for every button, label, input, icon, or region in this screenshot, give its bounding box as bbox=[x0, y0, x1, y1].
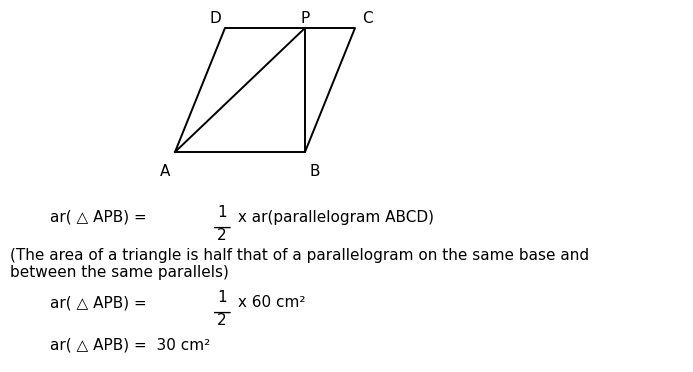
Text: (The area of a triangle is half that of a parallelogram on the same base and: (The area of a triangle is half that of … bbox=[10, 248, 589, 263]
Text: 2: 2 bbox=[217, 313, 227, 328]
Text: between the same parallels): between the same parallels) bbox=[10, 265, 229, 280]
Text: ―: ― bbox=[213, 218, 230, 236]
Text: C: C bbox=[362, 11, 372, 26]
Text: A: A bbox=[160, 164, 170, 179]
Text: D: D bbox=[209, 11, 221, 26]
Text: 1: 1 bbox=[217, 205, 227, 220]
Text: 1: 1 bbox=[217, 290, 227, 305]
Text: x ar(parallelogram ABCD): x ar(parallelogram ABCD) bbox=[233, 210, 434, 225]
Text: B: B bbox=[310, 164, 320, 179]
Text: P: P bbox=[300, 11, 310, 26]
Text: x 60 cm²: x 60 cm² bbox=[233, 295, 306, 310]
Text: ar( △ APB) =: ar( △ APB) = bbox=[50, 210, 152, 225]
Text: ar( △ APB) =  30 cm²: ar( △ APB) = 30 cm² bbox=[50, 338, 210, 353]
Text: 2: 2 bbox=[217, 228, 227, 243]
Text: ―: ― bbox=[213, 303, 230, 321]
Text: ar( △ APB) =: ar( △ APB) = bbox=[50, 295, 152, 310]
